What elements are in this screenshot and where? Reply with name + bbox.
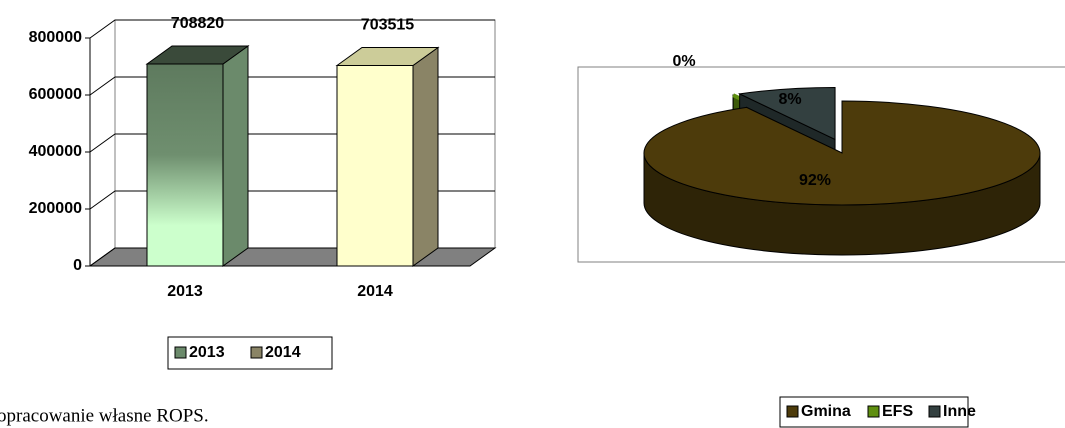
data-label: 92%	[799, 172, 831, 189]
data-label: 708820	[171, 15, 224, 32]
grid-line	[89, 19, 495, 39]
legend-label: Gmina	[801, 403, 851, 420]
x-tick-label: 2013	[167, 283, 203, 300]
legend-swatch	[174, 346, 187, 359]
bar-front	[336, 64, 414, 267]
legend-box	[167, 336, 333, 370]
y-tick-label: 400000	[29, 143, 82, 160]
data-label: 8%	[778, 91, 801, 108]
legend-label: 2014	[265, 344, 301, 361]
x-tick-label: 2014	[357, 283, 393, 300]
data-label: 703515	[361, 17, 414, 34]
y-tick-label: 200000	[29, 200, 82, 217]
y-tick-label: 800000	[29, 29, 82, 46]
legend-swatch	[786, 405, 799, 418]
data-label: 0%	[672, 53, 695, 70]
bar	[335, 46, 440, 267]
slice-top	[737, 86, 836, 141]
y-tick-label: 0	[73, 257, 82, 274]
bar-front	[146, 63, 224, 267]
legend-swatch	[928, 405, 941, 418]
legend-swatch	[867, 405, 880, 418]
bar-side	[412, 46, 439, 267]
caption: opracowanie własne ROPS.	[0, 405, 209, 426]
slice-top	[643, 100, 1041, 206]
bar-side	[222, 45, 249, 267]
legend-label: 2013	[189, 344, 225, 361]
pie-slice	[643, 100, 1041, 256]
bar	[145, 45, 250, 267]
plot-frame	[577, 66, 1065, 263]
legend-label: Inne	[943, 403, 976, 420]
y-tick-label: 600000	[29, 86, 82, 103]
legend-swatch	[250, 346, 263, 359]
legend-label: EFS	[882, 403, 913, 420]
